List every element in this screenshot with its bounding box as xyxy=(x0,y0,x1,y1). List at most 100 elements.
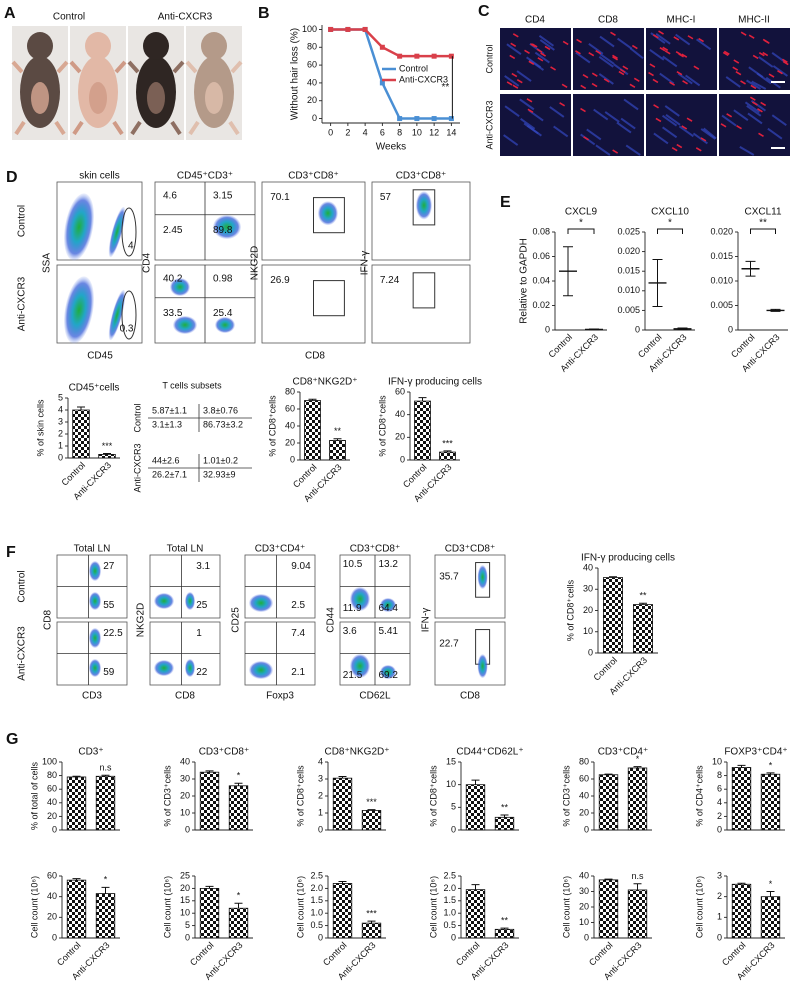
stain xyxy=(676,70,683,76)
gate-value: 4 xyxy=(128,241,134,252)
axis-label: CD44 xyxy=(326,607,337,633)
flow-plot xyxy=(371,264,471,344)
y-axis-label: Cell count (10⁶) xyxy=(295,876,305,938)
chart-title: CD3⁺CD4⁺ xyxy=(598,747,649,758)
stain xyxy=(610,31,616,37)
significance: *** xyxy=(366,797,377,807)
gate-value: 69.2 xyxy=(379,670,399,681)
bar xyxy=(66,776,87,831)
tissue-streak xyxy=(767,127,783,140)
tissue-streak xyxy=(586,128,602,141)
x-tick-label: 10 xyxy=(412,127,422,137)
gate-value: 13.2 xyxy=(379,559,399,570)
flow-population xyxy=(249,594,273,612)
stain xyxy=(752,54,759,60)
gate-value: 3.6 xyxy=(343,626,357,637)
tissue-streak xyxy=(616,121,632,134)
tissue-streak xyxy=(751,80,767,90)
y-tick-label: 60 xyxy=(307,59,317,69)
stain xyxy=(537,57,544,62)
y-tick-label: 2.0 xyxy=(310,883,323,893)
y-tick-label: 100 xyxy=(42,756,57,766)
significance: *** xyxy=(102,441,113,451)
stain xyxy=(700,137,707,142)
tissue-streak xyxy=(758,56,774,68)
mouse-limbs xyxy=(11,60,69,136)
y-tick-label: 2 xyxy=(318,790,323,800)
tissue-streak xyxy=(771,114,787,127)
y-tick-label: 5 xyxy=(451,802,456,812)
significance: * xyxy=(769,760,773,770)
y-tick-label: 40 xyxy=(583,562,593,572)
bar xyxy=(304,400,321,461)
tissue-streak xyxy=(553,125,569,138)
point xyxy=(362,26,368,32)
bar xyxy=(228,785,249,831)
y-tick-label: 10 xyxy=(180,807,190,817)
x-tick-label: 12 xyxy=(429,127,439,137)
y-tick-label: 0 xyxy=(451,824,456,834)
y-tick-label: 10 xyxy=(712,756,722,766)
stain xyxy=(509,54,516,60)
y-axis-label: % of CD3⁺cells xyxy=(162,765,172,827)
y-tick-label: 15 xyxy=(446,756,456,766)
gate-value: 22 xyxy=(196,667,208,678)
row-label: Anti-CXCR3 xyxy=(484,100,494,149)
tissue-streak xyxy=(504,75,520,87)
stain xyxy=(580,84,587,90)
table-cell: 5.87±1.1 xyxy=(152,405,187,415)
flow-plot xyxy=(434,621,506,686)
mouse-head xyxy=(27,32,53,60)
mouse-head xyxy=(85,32,111,60)
y-tick-label: 100 xyxy=(302,24,317,34)
tissue-streak xyxy=(675,33,691,46)
significance: ** xyxy=(334,426,342,436)
stain xyxy=(782,60,789,66)
gate-value: 22.5 xyxy=(103,628,123,639)
chart-title: CD45⁺cells xyxy=(69,383,120,394)
mouse-patch xyxy=(89,82,107,114)
flow-population xyxy=(64,193,94,261)
tissue-streak xyxy=(506,43,522,56)
plot-title: Total LN xyxy=(74,544,111,555)
stain xyxy=(740,31,747,36)
flow-population xyxy=(89,628,101,648)
tissue-streak xyxy=(599,35,615,48)
stain xyxy=(618,70,625,76)
y-tick-label: 1.5 xyxy=(443,895,456,905)
bar xyxy=(627,889,648,939)
tissue-streak xyxy=(696,38,712,51)
stain xyxy=(649,63,656,68)
axis-label: NKG2D xyxy=(250,246,261,280)
y-tick-label: 80 xyxy=(579,756,589,766)
stain xyxy=(512,84,519,89)
error-bar xyxy=(563,246,573,297)
error-bar xyxy=(338,775,347,779)
stain xyxy=(781,58,788,63)
y-tick-label: 0.5 xyxy=(310,920,323,930)
table-title: T cells subsets xyxy=(162,380,222,390)
flow-population xyxy=(170,278,190,296)
y-tick-label: 1 xyxy=(58,440,63,450)
y-tick-label: 0.005 xyxy=(617,305,640,315)
tissue-streak xyxy=(700,128,716,140)
y-tick-label: 20 xyxy=(395,432,405,442)
panel-letter: B xyxy=(258,5,270,22)
y-tick-label: 10 xyxy=(446,779,456,789)
mouse-limbs xyxy=(185,60,243,136)
gate xyxy=(313,197,345,234)
y-tick-label: 8 xyxy=(717,770,722,780)
x-tick-label: 6 xyxy=(380,127,385,137)
chart-title: CXCL11 xyxy=(744,207,781,218)
y-tick-label: 0 xyxy=(318,824,323,834)
gate xyxy=(412,272,436,309)
significance: * xyxy=(636,754,640,764)
bar xyxy=(228,907,249,939)
stain xyxy=(681,53,688,58)
y-tick-label: 0 xyxy=(584,932,589,942)
x-tick-label: 2 xyxy=(345,127,350,137)
y-tick-label: 1 xyxy=(318,807,323,817)
gate-value: 21.5 xyxy=(343,670,363,681)
y-tick-label: 40 xyxy=(307,77,317,87)
